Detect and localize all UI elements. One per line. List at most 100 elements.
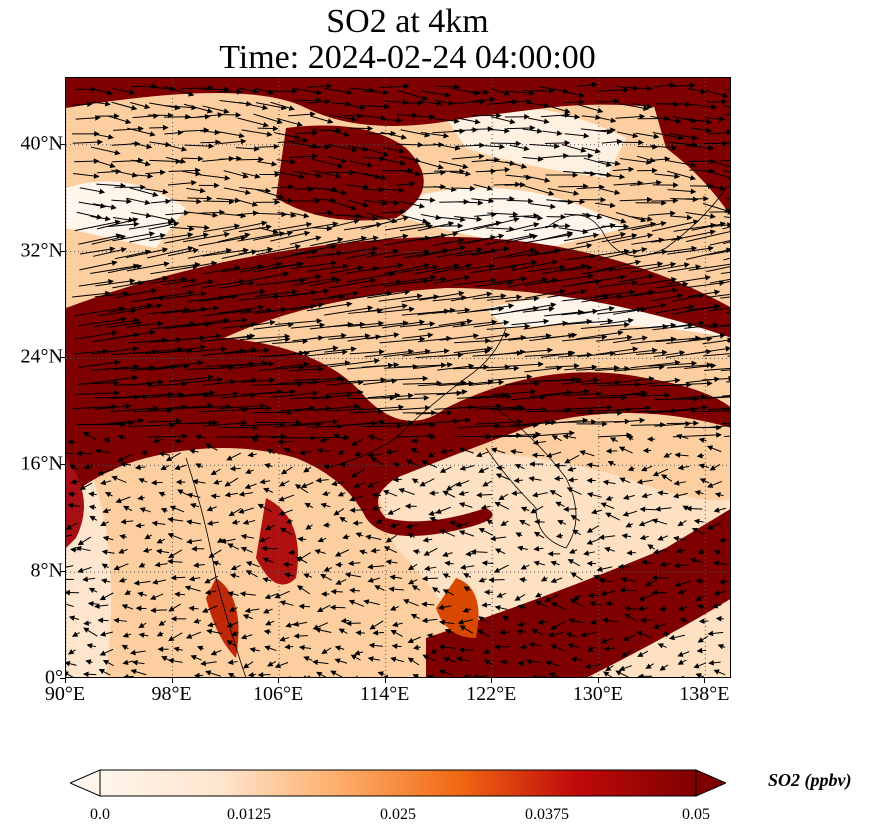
wind-arrow-head: [137, 157, 144, 164]
wind-arrow-head: [423, 395, 430, 401]
wind-arrow: [708, 159, 730, 168]
wind-arrow: [273, 250, 317, 260]
wind-arrow-head: [212, 560, 219, 566]
wind-arrow-head: [555, 501, 562, 507]
wind-arrow: [363, 406, 404, 411]
wind-arrow: [147, 291, 194, 300]
wind-arrow-head: [625, 522, 632, 528]
wind-arrow-head: [605, 495, 612, 501]
wind-arrow-head: [291, 88, 298, 95]
wind-arrow-head: [454, 84, 461, 90]
wind-arrow-head: [494, 501, 501, 507]
wind-arrow: [311, 295, 345, 301]
wind-arrow: [402, 249, 448, 259]
wind-arrow-head: [84, 463, 91, 469]
wind-arrow-head: [87, 600, 94, 607]
wind-arrow-head: [326, 83, 333, 89]
wind-arrow-head: [392, 621, 399, 628]
wind-arrow: [666, 170, 696, 180]
wind-arrow-head: [587, 592, 594, 599]
wind-arrow: [238, 248, 273, 255]
wind-arrow-head: [242, 614, 250, 620]
wind-arrow-head: [259, 289, 266, 295]
wind-arrow: [307, 265, 348, 272]
wind-arrow: [667, 265, 701, 273]
wind-arrow-head: [124, 589, 131, 595]
wind-arrow: [163, 85, 194, 96]
wind-arrow: [531, 676, 546, 677]
wind-arrow: [706, 266, 730, 273]
wind-arrow: [363, 379, 397, 385]
wind-arrow: [708, 407, 730, 411]
wind-arrow-head: [287, 197, 294, 204]
wind-arrow-head: [531, 233, 539, 240]
wind-arrow-head: [374, 585, 381, 591]
wind-arrow-head: [481, 560, 488, 566]
wind-arrow: [653, 263, 690, 272]
wind-arrow: [326, 381, 363, 386]
wind-arrow-head: [223, 317, 230, 324]
wind-arrow-head: [691, 245, 698, 252]
wind-arrow-head: [424, 565, 431, 572]
wind-arrow-head: [69, 464, 76, 470]
wind-arrow: [547, 290, 586, 298]
wind-arrow: [540, 155, 568, 159]
wind-arrow-head: [407, 579, 415, 585]
wind-arrow: [486, 101, 517, 105]
wind-arrow-head: [712, 560, 719, 567]
wind-arrow: [474, 674, 488, 677]
wind-arrow-head: [458, 447, 465, 453]
wind-arrow: [540, 232, 573, 241]
wind-arrow-head: [622, 636, 630, 642]
wind-arrow: [723, 170, 730, 173]
wind-arrow-head: [312, 659, 319, 666]
wind-arrow-head: [586, 462, 593, 468]
wind-arrow: [222, 290, 265, 298]
wind-arrow-head: [240, 634, 248, 640]
wind-arrow-head: [713, 549, 721, 556]
wind-arrow: [672, 395, 707, 400]
wind-arrow-head: [639, 534, 646, 541]
wind-arrow-head: [284, 336, 291, 343]
wind-arrow-head: [156, 303, 163, 309]
wind-arrow: [360, 425, 402, 427]
wind-arrow-head: [553, 462, 560, 469]
wind-arrow-head: [277, 439, 283, 445]
wind-arrow-head: [392, 476, 399, 483]
wind-arrow: [505, 382, 540, 385]
wind-arrow: [148, 393, 183, 398]
wind-arrow: [93, 248, 126, 257]
wind-arrow: [414, 278, 446, 283]
wind-arrow-head: [137, 495, 144, 501]
wind-arrow-head: [607, 460, 614, 467]
wind-arrow: [648, 247, 697, 255]
wind-arrow-head: [653, 548, 660, 555]
wind-arrow-head: [466, 263, 473, 269]
wind-arrow-head: [299, 364, 305, 370]
wind-arrow-head: [151, 288, 158, 294]
wind-arrow: [239, 101, 268, 109]
wind-arrow: [362, 264, 403, 272]
wind-arrow-head: [296, 261, 303, 268]
wind-arrow-head: [676, 433, 683, 440]
wind-arrow-head: [478, 528, 485, 534]
wind-arrow: [202, 422, 247, 427]
wind-arrow-head: [550, 577, 557, 583]
wind-arrow: [235, 349, 269, 354]
wind-arrow-head: [708, 659, 715, 666]
wind-arrow-head: [693, 219, 700, 225]
wind-arrow: [311, 170, 341, 178]
wind-arrow: [509, 349, 553, 355]
wind-arrow-head: [244, 607, 251, 614]
wind-arrow-head: [353, 290, 360, 297]
wind-arrow-head: [627, 435, 634, 441]
wind-arrow-head: [335, 278, 342, 284]
lat-tick: [60, 571, 65, 573]
wind-arrow-head: [228, 606, 236, 612]
wind-arrow: [344, 252, 376, 260]
wind-arrow-head: [677, 589, 684, 595]
wind-arrow-head: [216, 537, 224, 543]
wind-arrow-head: [728, 174, 730, 181]
wind-arrow-head: [379, 349, 385, 355]
wind-arrow-head: [391, 643, 398, 649]
